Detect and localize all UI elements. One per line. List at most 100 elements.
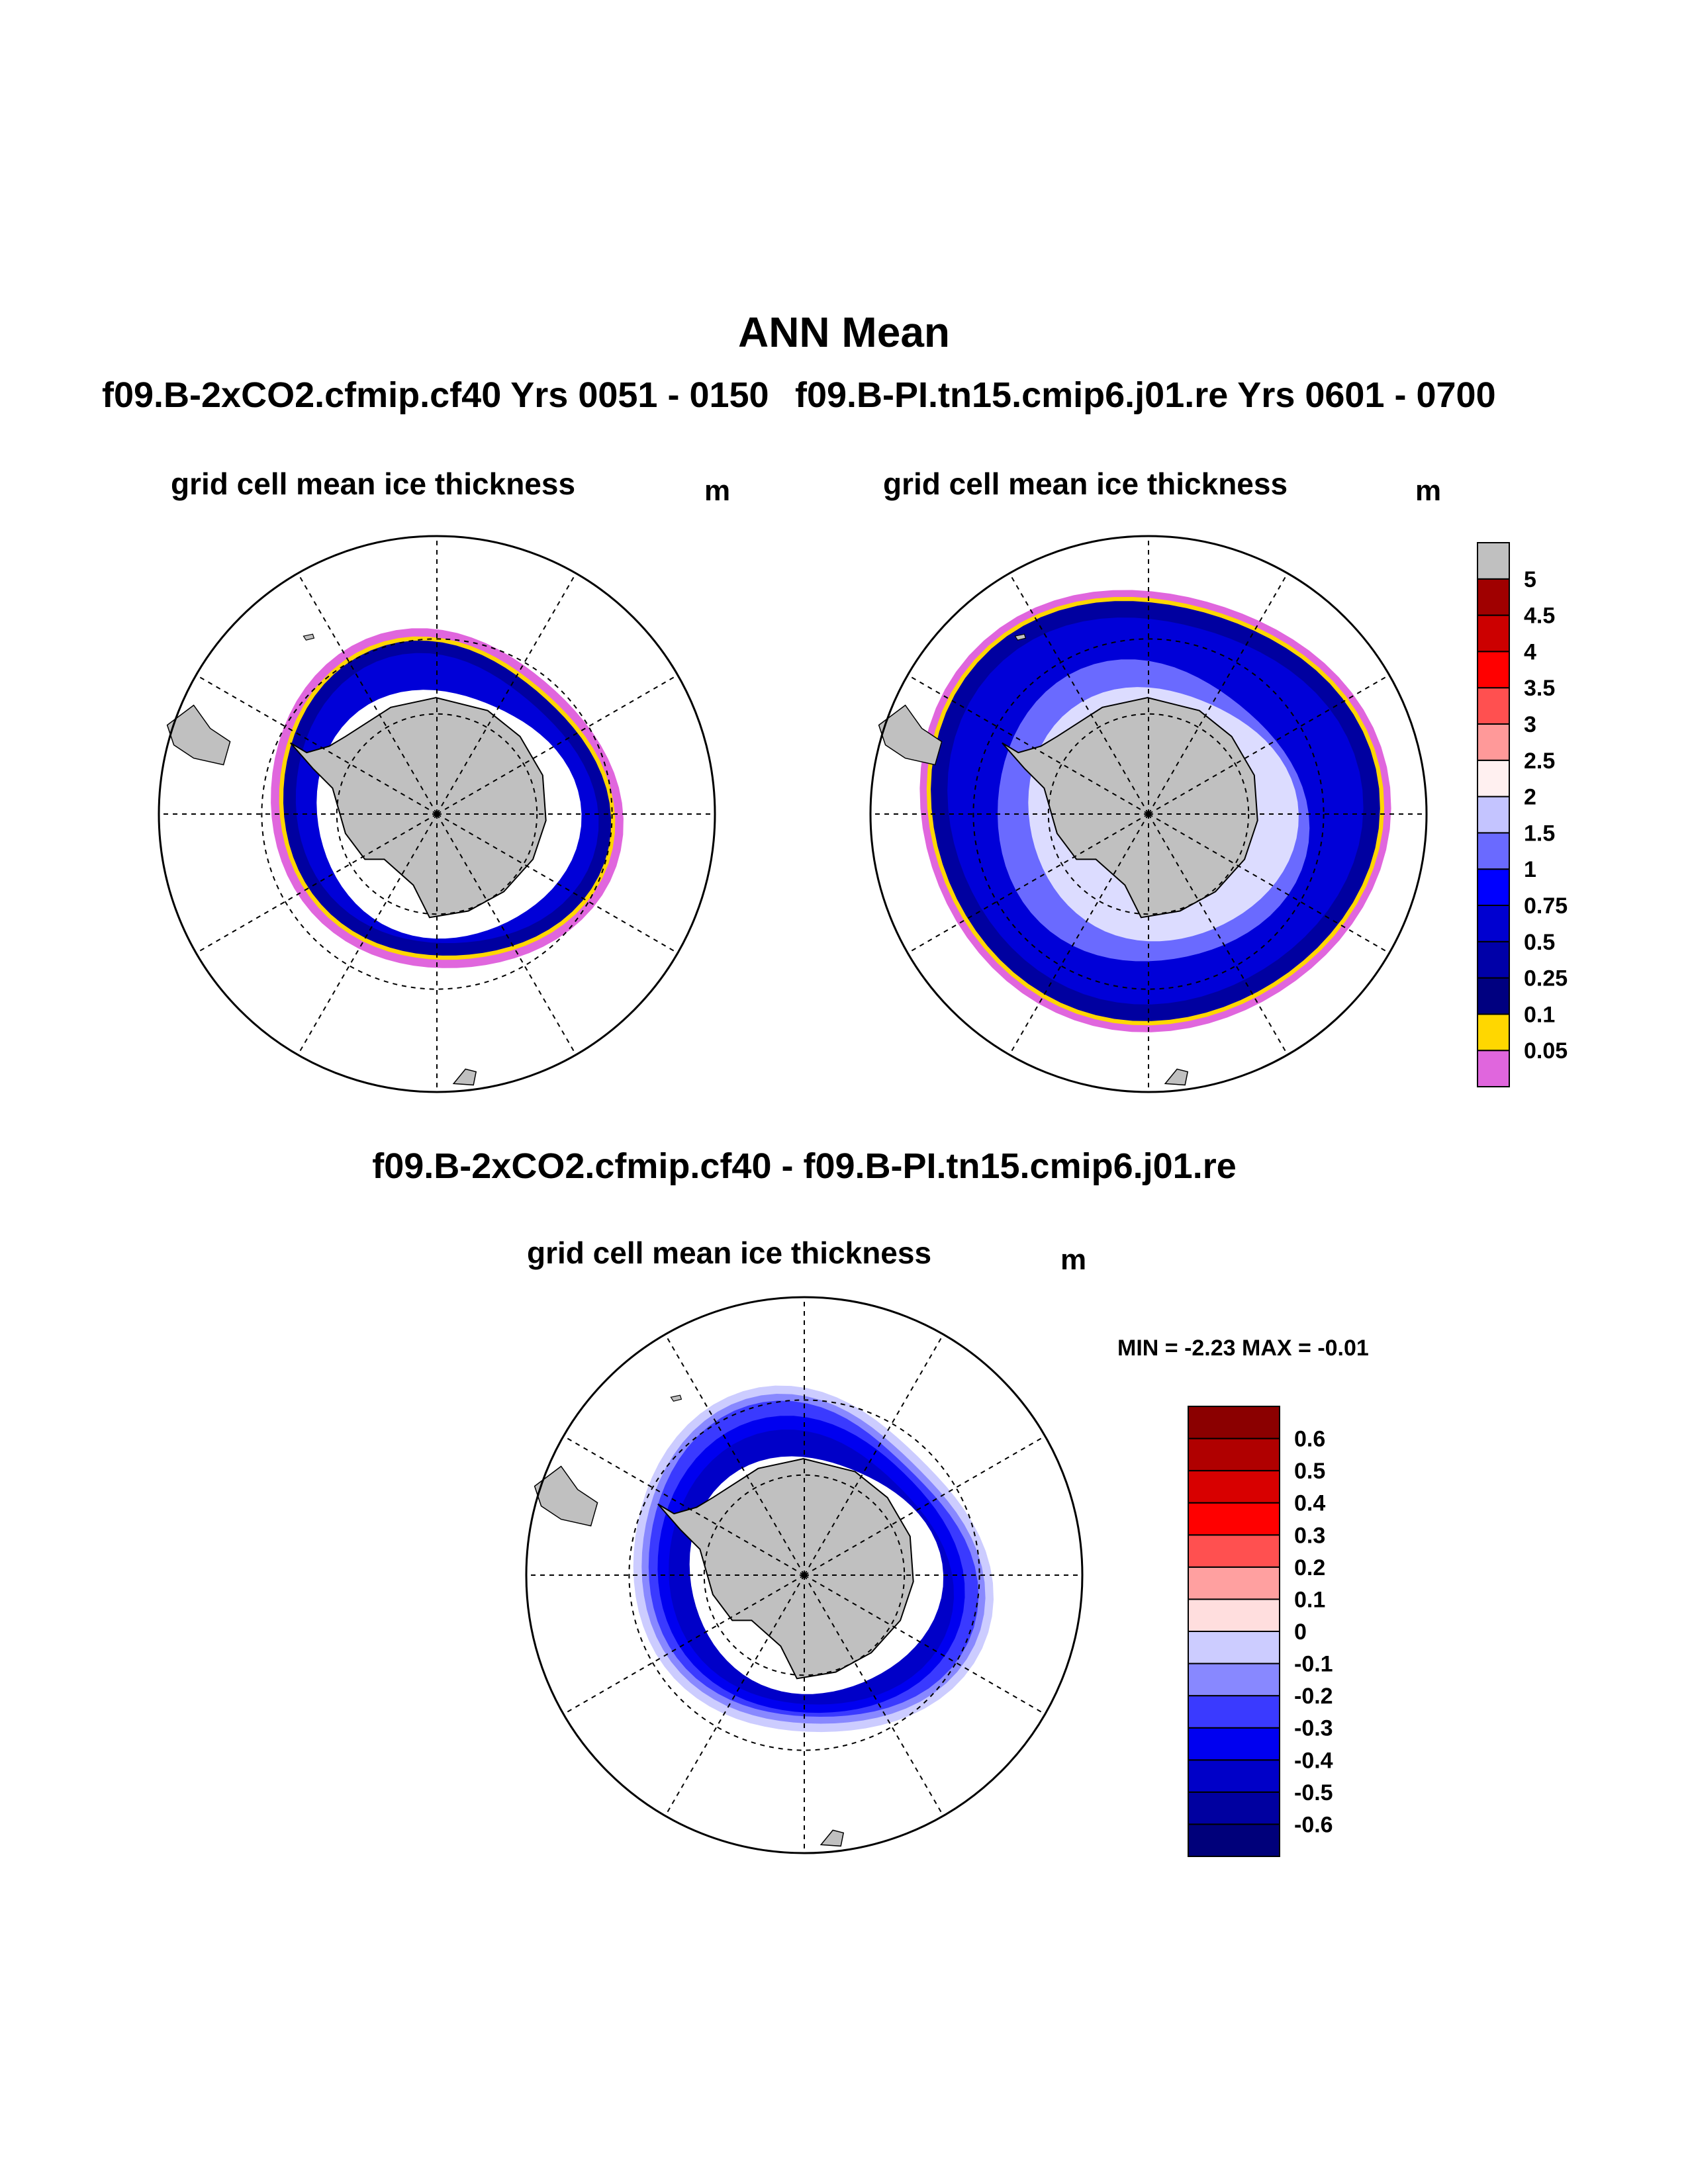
map-panel-b-meridian — [907, 813, 1149, 954]
map-panel-b-antarctica — [1002, 697, 1258, 919]
colorbar-thickness-box — [1477, 940, 1510, 979]
colorbar-thickness-box — [1477, 542, 1510, 580]
colorbar-difference-box — [1188, 1406, 1280, 1439]
colorbar-thickness-box — [1477, 759, 1510, 797]
colorbar-thickness-tick-label: 2 — [1524, 785, 1536, 810]
map-panel-a-island — [303, 633, 315, 641]
colorbar-difference-tick-label: -0.3 — [1294, 1716, 1333, 1741]
colorbar-thickness-tick-label: 1.5 — [1524, 821, 1555, 846]
map-panel-a-meridian — [297, 572, 438, 815]
colorbar-thickness-box — [1477, 1013, 1510, 1052]
map-panel-b-frame — [869, 535, 1428, 1093]
map-panel-c-antarctica — [657, 1458, 914, 1680]
colorbar-thickness-tick-label: 5 — [1524, 567, 1536, 592]
map-panel-a-meridian — [436, 813, 679, 954]
colorbar-thickness-box — [1477, 905, 1510, 942]
run-a-label: f09.B-2xCO2.cfmip.cf40 Yrs 0051 - 0150 — [102, 375, 769, 415]
map-panel-c-frame — [525, 1296, 1084, 1854]
colorbar-difference-box — [1188, 1727, 1280, 1761]
map-panel-c-meridian — [665, 1574, 805, 1817]
difference-heading: f09.B-2xCO2.cfmip.cf40 - f09.B-PI.tn15.c… — [372, 1146, 1237, 1186]
map-panel-a-antarctica — [290, 697, 547, 919]
colorbar-difference-box — [1188, 1791, 1280, 1825]
map-panel-c-island — [670, 1394, 682, 1402]
map-panel-c-meridian — [804, 1574, 944, 1817]
colorbar-difference-tick-label: -0.5 — [1294, 1780, 1333, 1805]
panel-a-title: grid cell mean ice thickness — [171, 467, 576, 501]
colorbar-difference-tick-label: 0.2 — [1294, 1555, 1325, 1580]
map-panel-b-meridian — [1009, 572, 1149, 815]
colorbar-difference-tick-label: 0 — [1294, 1619, 1307, 1645]
map-panel-a-meridian — [195, 813, 438, 954]
min-max-readout: MIN = -2.23 MAX = -0.01 — [1117, 1336, 1369, 1361]
main-title: ANN Mean — [737, 308, 951, 356]
map-panel-b-meridian — [1009, 813, 1149, 1056]
colorbar-difference-tick-label: 0.5 — [1294, 1459, 1325, 1484]
colorbar-thickness-tick-label: 0.1 — [1524, 1002, 1555, 1027]
colorbar-difference: -0.6 -0.5 -0.4 -0.3 -0.2 -0.1 0 0.1 0.2 0.3 0.4 0.5… — [1188, 1406, 1333, 1857]
colorbar-thickness-tick-label: 0.75 — [1524, 893, 1568, 919]
map-panel-c-latitude-line — [703, 1474, 906, 1676]
colorbar-difference-box — [1188, 1470, 1280, 1504]
colorbar-thickness: 0.05 0.1 0.25 0.5 0.75 1 1.5 2 2.5 3 3.5 4 4.5 5 — [1477, 542, 1568, 1087]
map-panel-a-latitude-line — [261, 638, 613, 990]
colorbar-difference-tick-label: 0.1 — [1294, 1587, 1325, 1612]
map-panel-b-latitude-line — [1047, 713, 1250, 915]
colorbar-thickness-box — [1477, 796, 1510, 834]
map-panel-c-meridian — [804, 1574, 1046, 1715]
run-b-label: f09.B-PI.tn15.cmip6.j01.re Yrs 0601 - 07… — [795, 375, 1496, 415]
colorbar-difference-box — [1188, 1437, 1280, 1472]
map-panel-c-south-america — [534, 1465, 598, 1527]
map-panel-c — [525, 1296, 1084, 1854]
colorbar-difference-tick-label: -0.1 — [1294, 1652, 1333, 1677]
map-panel-a-new-zealand — [452, 1068, 477, 1086]
map-panel-b-meridian — [1148, 572, 1288, 815]
colorbar-difference-box — [1188, 1662, 1280, 1697]
colorbar-thickness-tick-label: 4.5 — [1524, 604, 1555, 629]
colorbar-difference-tick-label: 0.4 — [1294, 1491, 1325, 1516]
map-panel-b-latitude-line — [972, 638, 1325, 990]
colorbar-thickness-tick-label: 1 — [1524, 857, 1536, 882]
map-panel-c-meridian — [563, 1574, 805, 1715]
colorbar-difference-box — [1188, 1598, 1280, 1632]
map-panel-a-latitude-line — [336, 713, 538, 915]
colorbar-thickness-box — [1477, 977, 1510, 1015]
panel-b-title: grid cell mean ice thickness — [883, 467, 1288, 501]
map-panel-a-south-america — [166, 704, 231, 766]
map-panel-b-island — [1014, 633, 1027, 641]
colorbar-difference-box — [1188, 1566, 1280, 1600]
map-panel-b-meridian — [1148, 813, 1390, 954]
panel-b-unit: m — [1415, 475, 1442, 507]
map-panel-a-meridian — [297, 813, 438, 1056]
map-panel-c-meridian — [804, 1435, 1046, 1576]
map-panel-b-new-zealand — [1164, 1068, 1189, 1086]
colorbar-difference-box — [1188, 1759, 1280, 1793]
panel-c-unit: m — [1060, 1244, 1087, 1276]
map-panel-a-meridian — [195, 674, 438, 815]
map-panel-b-south-america — [878, 704, 943, 766]
map-panel-c-new-zealand — [820, 1829, 845, 1847]
colorbar-thickness-tick-label: 3.5 — [1524, 676, 1555, 701]
map-panel-c-meridian — [804, 1334, 944, 1576]
colorbar-thickness-box — [1477, 614, 1510, 653]
colorbar-difference-box — [1188, 1695, 1280, 1729]
colorbar-thickness-tick-label: 0.05 — [1524, 1038, 1568, 1064]
colorbar-thickness-box — [1477, 832, 1510, 870]
colorbar-thickness-tick-label: 4 — [1524, 639, 1536, 664]
colorbar-thickness-box — [1477, 578, 1510, 616]
colorbar-difference-tick-label: -0.6 — [1294, 1812, 1333, 1837]
colorbar-thickness-box — [1477, 868, 1510, 906]
map-panel-a-meridian — [436, 572, 577, 815]
map-panel-c-meridian — [563, 1435, 805, 1576]
colorbar-thickness-tick-label: 3 — [1524, 712, 1536, 737]
map-panel-a — [158, 535, 716, 1093]
map-panel-a-meridian — [436, 674, 679, 815]
colorbar-thickness-box — [1477, 687, 1510, 725]
colorbar-thickness-tick-label: 0.25 — [1524, 966, 1568, 991]
map-panel-a-meridian — [436, 813, 577, 1056]
map-panel-b — [869, 535, 1428, 1093]
map-panel-b-meridian — [1148, 813, 1288, 1056]
colorbar-difference-box — [1188, 1823, 1280, 1857]
map-panel-c-latitude-line — [628, 1399, 980, 1751]
